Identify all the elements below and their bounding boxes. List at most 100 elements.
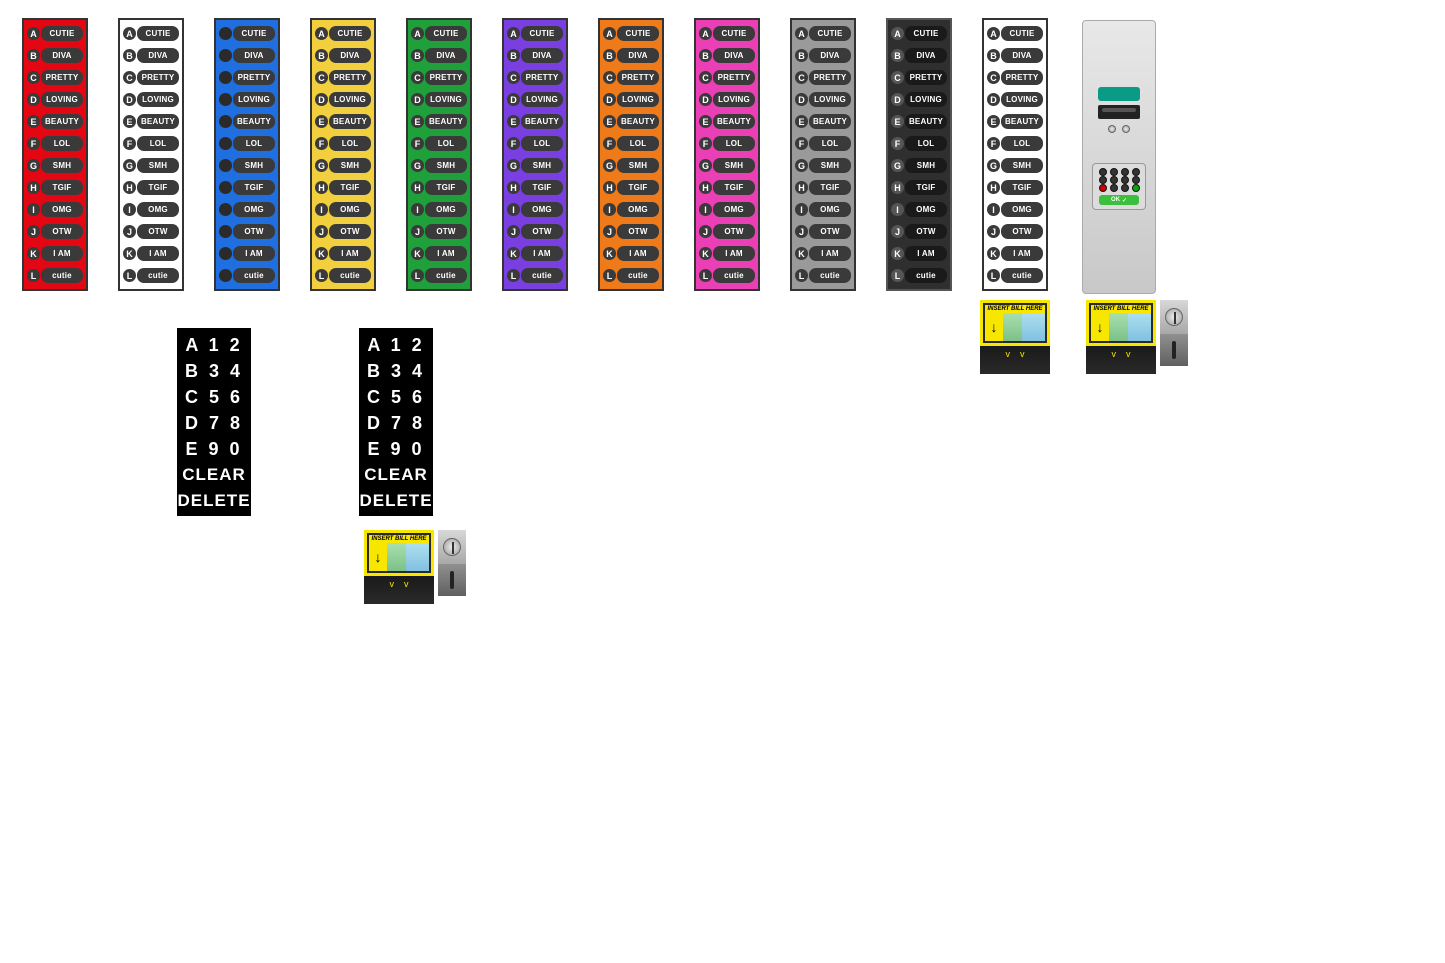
selection-row[interactable]: DLOVING bbox=[123, 90, 179, 109]
selection-row[interactable]: FLOL bbox=[315, 134, 371, 153]
selection-row[interactable]: HTGIF bbox=[795, 178, 851, 197]
keypad-line[interactable]: B 3 4 bbox=[177, 358, 251, 384]
bill-slot[interactable]: vv bbox=[1086, 346, 1156, 374]
selection-row[interactable]: KI AM bbox=[891, 244, 947, 263]
selection-row[interactable]: JOTW bbox=[891, 222, 947, 241]
selection-row[interactable]: ACUTIE bbox=[27, 24, 83, 43]
selection-row[interactable]: CPRETTY bbox=[123, 68, 179, 87]
selection-row[interactable]: CPRETTY bbox=[891, 68, 947, 87]
keypad-line[interactable]: A 1 2 bbox=[177, 332, 251, 358]
selection-row[interactable]: DLOVING bbox=[891, 90, 947, 109]
card-slot[interactable] bbox=[1098, 105, 1140, 119]
selection-row[interactable]: BDIVA bbox=[603, 46, 659, 65]
selection-row[interactable]: FLOL bbox=[987, 134, 1043, 153]
keypad-key[interactable] bbox=[1099, 176, 1107, 184]
keypad-key[interactable] bbox=[1110, 184, 1118, 192]
selection-row[interactable]: EBEAUTY bbox=[123, 112, 179, 131]
selection-row[interactable]: BEAUTY bbox=[219, 112, 275, 131]
selection-row[interactable]: LOL bbox=[219, 134, 275, 153]
selection-row[interactable]: HTGIF bbox=[987, 178, 1043, 197]
selection-row[interactable]: GSMH bbox=[795, 156, 851, 175]
selection-row[interactable]: JOTW bbox=[987, 222, 1043, 241]
selection-row[interactable]: DIVA bbox=[219, 46, 275, 65]
selection-row[interactable]: ACUTIE bbox=[891, 24, 947, 43]
keypad-key[interactable] bbox=[1099, 184, 1107, 192]
keypad-key[interactable] bbox=[1110, 168, 1118, 176]
keypad-key[interactable] bbox=[1099, 168, 1107, 176]
keypad-line[interactable]: D 7 8 bbox=[359, 410, 433, 436]
selection-row[interactable]: CPRETTY bbox=[315, 68, 371, 87]
selection-row[interactable]: IOMG bbox=[27, 200, 83, 219]
selection-row[interactable]: HTGIF bbox=[27, 178, 83, 197]
selection-row[interactable]: IOMG bbox=[987, 200, 1043, 219]
dial-dot[interactable] bbox=[1108, 125, 1116, 133]
selection-row[interactable]: Lcutie bbox=[411, 266, 467, 285]
selection-row[interactable]: DLOVING bbox=[987, 90, 1043, 109]
selection-row[interactable]: JOTW bbox=[795, 222, 851, 241]
selection-row[interactable]: BDIVA bbox=[987, 46, 1043, 65]
selection-row[interactable]: ACUTIE bbox=[411, 24, 467, 43]
selection-row[interactable]: IOMG bbox=[507, 200, 563, 219]
selection-row[interactable]: Lcutie bbox=[795, 266, 851, 285]
bill-acceptor[interactable]: INSERT BILL HERE↓vv bbox=[364, 530, 434, 604]
coin-insert[interactable] bbox=[438, 564, 466, 596]
selection-row[interactable]: CPRETTY bbox=[411, 68, 467, 87]
selection-row[interactable]: CPRETTY bbox=[987, 68, 1043, 87]
keypad-line[interactable]: A 1 2 bbox=[359, 332, 433, 358]
selection-row[interactable]: JOTW bbox=[411, 222, 467, 241]
selection-row[interactable]: EBEAUTY bbox=[795, 112, 851, 131]
selection-row[interactable]: EBEAUTY bbox=[603, 112, 659, 131]
selection-row[interactable]: HTGIF bbox=[411, 178, 467, 197]
selection-row[interactable]: KI AM bbox=[123, 244, 179, 263]
selection-row[interactable]: DLOVING bbox=[27, 90, 83, 109]
clear-button[interactable]: CLEAR bbox=[177, 462, 251, 488]
selection-row[interactable]: EBEAUTY bbox=[411, 112, 467, 131]
keypad-key[interactable] bbox=[1132, 176, 1140, 184]
selection-row[interactable]: JOTW bbox=[699, 222, 755, 241]
selection-row[interactable]: IOMG bbox=[699, 200, 755, 219]
selection-row[interactable]: OTW bbox=[219, 222, 275, 241]
selection-row[interactable]: Lcutie bbox=[891, 266, 947, 285]
alnum-keypad[interactable]: A 1 2B 3 4C 5 6D 7 8E 9 0CLEARDELETE bbox=[177, 328, 251, 516]
selection-row[interactable]: I AM bbox=[219, 244, 275, 263]
selection-row[interactable]: EBEAUTY bbox=[987, 112, 1043, 131]
dial-dot[interactable] bbox=[1122, 125, 1130, 133]
selection-row[interactable]: IOMG bbox=[795, 200, 851, 219]
selection-row[interactable]: Lcutie bbox=[699, 266, 755, 285]
selection-row[interactable]: EBEAUTY bbox=[315, 112, 371, 131]
coin-insert[interactable] bbox=[1160, 334, 1188, 366]
selection-row[interactable]: DLOVING bbox=[315, 90, 371, 109]
selection-row[interactable]: DLOVING bbox=[603, 90, 659, 109]
selection-row[interactable]: Lcutie bbox=[507, 266, 563, 285]
selection-row[interactable]: Lcutie bbox=[603, 266, 659, 285]
selection-row[interactable]: KI AM bbox=[507, 244, 563, 263]
clear-button[interactable]: CLEAR bbox=[359, 462, 433, 488]
selection-row[interactable]: Lcutie bbox=[987, 266, 1043, 285]
keypad-key[interactable] bbox=[1132, 184, 1140, 192]
selection-row[interactable]: BDIVA bbox=[795, 46, 851, 65]
selection-row[interactable]: GSMH bbox=[699, 156, 755, 175]
selection-row[interactable]: KI AM bbox=[987, 244, 1043, 263]
selection-row[interactable]: HTGIF bbox=[507, 178, 563, 197]
selection-row[interactable]: KI AM bbox=[699, 244, 755, 263]
selection-row[interactable]: FLOL bbox=[411, 134, 467, 153]
selection-row[interactable]: IOMG bbox=[315, 200, 371, 219]
selection-row[interactable]: BDIVA bbox=[411, 46, 467, 65]
selection-row[interactable]: ACUTIE bbox=[603, 24, 659, 43]
selection-row[interactable]: JOTW bbox=[507, 222, 563, 241]
selection-row[interactable]: GSMH bbox=[411, 156, 467, 175]
selection-row[interactable]: EBEAUTY bbox=[699, 112, 755, 131]
selection-row[interactable]: cutie bbox=[219, 266, 275, 285]
selection-row[interactable]: DLOVING bbox=[699, 90, 755, 109]
selection-row[interactable]: EBEAUTY bbox=[507, 112, 563, 131]
selection-row[interactable]: FLOL bbox=[27, 134, 83, 153]
selection-row[interactable]: BDIVA bbox=[699, 46, 755, 65]
selection-row[interactable]: ACUTIE bbox=[507, 24, 563, 43]
selection-row[interactable]: KI AM bbox=[315, 244, 371, 263]
selection-row[interactable]: IOMG bbox=[891, 200, 947, 219]
selection-row[interactable]: FLOL bbox=[699, 134, 755, 153]
delete-button[interactable]: DELETE bbox=[359, 488, 433, 514]
selection-row[interactable]: FLOL bbox=[795, 134, 851, 153]
selection-row[interactable]: ACUTIE bbox=[123, 24, 179, 43]
selection-row[interactable]: KI AM bbox=[411, 244, 467, 263]
